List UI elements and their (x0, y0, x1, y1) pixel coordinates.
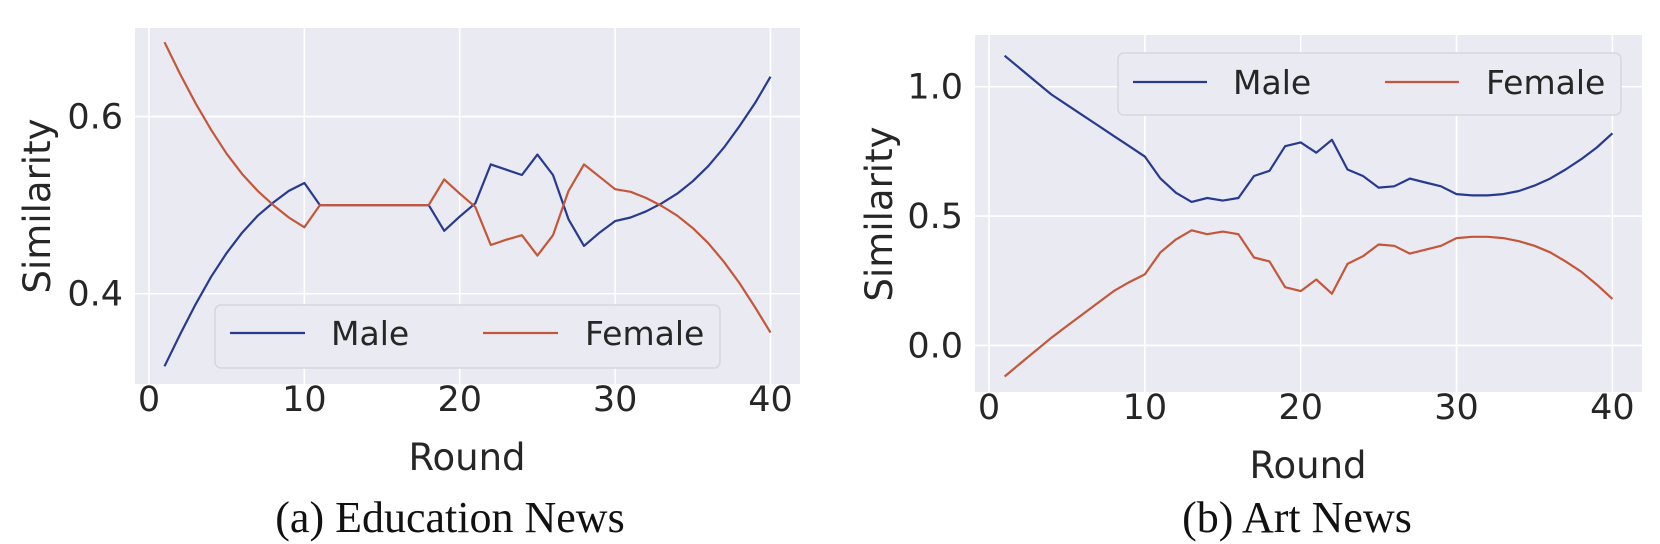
y-tick-label: 0.5 (907, 197, 963, 237)
series-line-female (163, 41, 772, 334)
x-tick-label: 10 (282, 380, 327, 420)
y-axis-label-b: Similarity (858, 127, 901, 302)
panel-education-news: 0 10 20 30 40 0.4 0.6 Round Similarity Male F… (16, 28, 800, 542)
series-line-male (1003, 54, 1614, 203)
grid-a (135, 28, 800, 384)
legend-b: Male Female (1117, 52, 1622, 116)
y-axis-label-a: Similarity (16, 119, 59, 294)
legend-box-b (1117, 52, 1622, 116)
legend-label-male-b: Male (1233, 63, 1311, 102)
legend-a: Male Female (214, 304, 721, 369)
panel-art-news: 0 10 20 30 40 0.0 0.5 1.0 Round Similarity Mal… (858, 35, 1642, 542)
x-axis-label-b: Round (1249, 444, 1366, 487)
x-axis-label-a: Round (408, 436, 525, 479)
series-line-male (163, 76, 772, 367)
caption-b: (b) Art News (1182, 493, 1412, 542)
x-tick-label: 30 (593, 380, 638, 420)
x-tick-label: 0 (978, 388, 1000, 428)
series-lines-b (1003, 54, 1614, 378)
x-tick-label: 20 (1278, 388, 1323, 428)
legend-label-male-a: Male (331, 314, 409, 353)
x-ticks-b: 0 10 20 30 40 (978, 388, 1635, 428)
y-ticks-a: 0.4 0.6 (67, 98, 123, 315)
x-tick-label: 10 (1123, 388, 1168, 428)
x-tick-label: 40 (748, 380, 793, 420)
x-tick-label: 0 (138, 380, 160, 420)
y-tick-label: 0.0 (907, 326, 963, 366)
y-tick-label: 1.0 (907, 68, 963, 108)
series-lines-a (163, 41, 772, 367)
y-tick-label: 0.4 (67, 275, 123, 315)
legend-label-female-b: Female (1486, 63, 1605, 102)
y-tick-label: 0.6 (67, 98, 123, 138)
x-tick-label: 40 (1590, 388, 1635, 428)
legend-label-female-a: Female (585, 314, 704, 353)
caption-a: (a) Education News (275, 493, 624, 542)
x-tick-label: 30 (1434, 388, 1479, 428)
x-tick-label: 20 (437, 380, 482, 420)
series-line-female (1003, 229, 1614, 378)
x-ticks-a: 0 10 20 30 40 (138, 380, 793, 420)
y-ticks-b: 0.0 0.5 1.0 (907, 68, 963, 367)
legend-box-a (214, 304, 721, 369)
